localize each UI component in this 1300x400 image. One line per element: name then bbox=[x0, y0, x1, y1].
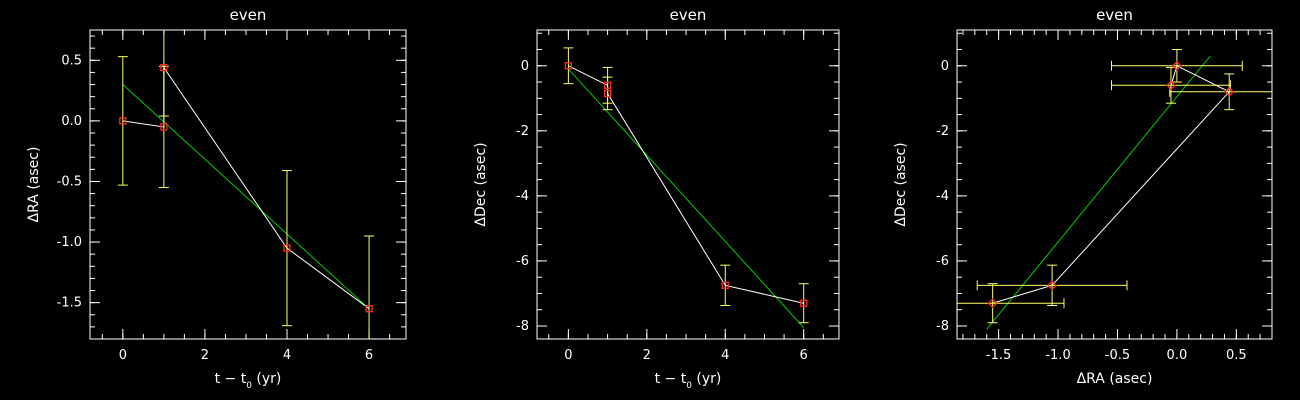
data-line bbox=[122, 65, 370, 310]
y-tick-label: -4 bbox=[516, 189, 529, 204]
y-tick-label: -8 bbox=[936, 319, 949, 334]
y-tick-label: 0 bbox=[941, 59, 949, 74]
plot-area bbox=[957, 49, 1272, 330]
data-point bbox=[603, 81, 612, 89]
plot-area bbox=[563, 47, 809, 328]
y-tick-label: -1.5 bbox=[57, 296, 82, 311]
data-point bbox=[721, 281, 729, 289]
x-axis-label-unit: (yr) bbox=[252, 371, 281, 387]
x-tick-label: 0 bbox=[119, 348, 127, 363]
y-axis-label-text: Dec (asec) bbox=[473, 142, 489, 217]
x-tick-label: 4 bbox=[283, 348, 291, 363]
plot-frame bbox=[89, 29, 407, 340]
chart-title: even bbox=[230, 6, 267, 24]
y-tick-label: -2 bbox=[516, 124, 529, 139]
y-tick-label: -0.5 bbox=[57, 174, 82, 189]
fit-line bbox=[986, 55, 1211, 330]
x-axis-label-main: ΔRA (asec) bbox=[1077, 371, 1153, 387]
y-tick-label: -4 bbox=[936, 189, 949, 204]
x-axis-label: t − t0 (yr) bbox=[655, 371, 722, 391]
y-tick-label: -6 bbox=[936, 254, 949, 269]
plot-frame bbox=[956, 29, 1273, 340]
chart-title: even bbox=[670, 6, 707, 24]
chart-title: even bbox=[1096, 6, 1133, 24]
fit-line bbox=[122, 84, 370, 310]
x-tick-label: 6 bbox=[365, 348, 373, 363]
plot-frame bbox=[536, 29, 840, 340]
y-tick-label: 0.5 bbox=[61, 53, 82, 68]
x-axis-label: t − t0 (yr) bbox=[215, 371, 282, 391]
y-axis-label: ΔDec (asec) bbox=[473, 142, 489, 226]
y-axis-label-text: RA (asec) bbox=[26, 147, 42, 213]
chart-panel-3: -1.5 -1.0 -0.5 0.0 0.5 0 -2 -4 -6 -8 even ΔRA (asec… bbox=[893, 6, 1273, 387]
data-point bbox=[1224, 86, 1235, 97]
data-point bbox=[603, 89, 612, 98]
data-point bbox=[283, 244, 291, 252]
data-point bbox=[1171, 60, 1182, 71]
x-tick-label: -0.5 bbox=[1105, 348, 1130, 363]
x-tick-label: 0 bbox=[564, 348, 572, 363]
plot-area bbox=[117, 30, 375, 339]
y-axis-label: ΔDec (asec) bbox=[893, 142, 909, 226]
y-axis-label-delta: Δ bbox=[893, 217, 909, 227]
x-tick-label: -1.0 bbox=[1045, 348, 1070, 363]
data-point bbox=[365, 305, 373, 313]
data-point bbox=[1047, 280, 1058, 291]
data-line bbox=[568, 65, 804, 304]
data-point bbox=[564, 62, 573, 70]
y-tick-label: 0 bbox=[521, 59, 529, 74]
x-axis-label-unit: (yr) bbox=[692, 371, 721, 387]
data-point bbox=[160, 123, 168, 131]
y-axis-label: ΔRA (asec) bbox=[26, 147, 42, 223]
data-point bbox=[1166, 80, 1176, 91]
x-tick-label: -1.5 bbox=[986, 348, 1011, 363]
y-tick-label: -8 bbox=[516, 319, 529, 334]
x-tick-label: 0.5 bbox=[1226, 348, 1247, 363]
data-point bbox=[160, 63, 168, 72]
data-point bbox=[987, 298, 998, 309]
x-axis-label-subscript: 0 bbox=[246, 381, 252, 391]
data-point bbox=[800, 299, 808, 307]
fit-line bbox=[568, 68, 805, 328]
x-tick-label: 4 bbox=[721, 348, 729, 363]
y-axis-label-delta: Δ bbox=[26, 212, 42, 222]
y-tick-label: -2 bbox=[936, 124, 949, 139]
x-tick-label: 0.0 bbox=[1167, 348, 1188, 363]
y-axis-label-delta: Δ bbox=[473, 217, 489, 227]
y-tick-label: -6 bbox=[516, 254, 529, 269]
y-axis-label-text: Dec (asec) bbox=[893, 142, 909, 217]
y-tick-label: 0.0 bbox=[61, 114, 82, 129]
x-axis-label-subscript: 0 bbox=[686, 381, 692, 391]
x-tick-label: 2 bbox=[643, 348, 651, 363]
data-line bbox=[992, 65, 1231, 304]
x-axis-label-main: t − t bbox=[655, 371, 687, 387]
y-tick-label: -1.0 bbox=[57, 235, 82, 250]
x-axis-label-main: t − t bbox=[215, 371, 247, 387]
x-axis-label: ΔRA (asec) bbox=[1077, 371, 1153, 387]
data-point bbox=[119, 117, 127, 125]
x-tick-label: 2 bbox=[201, 348, 209, 363]
x-tick-label: 6 bbox=[800, 348, 808, 363]
